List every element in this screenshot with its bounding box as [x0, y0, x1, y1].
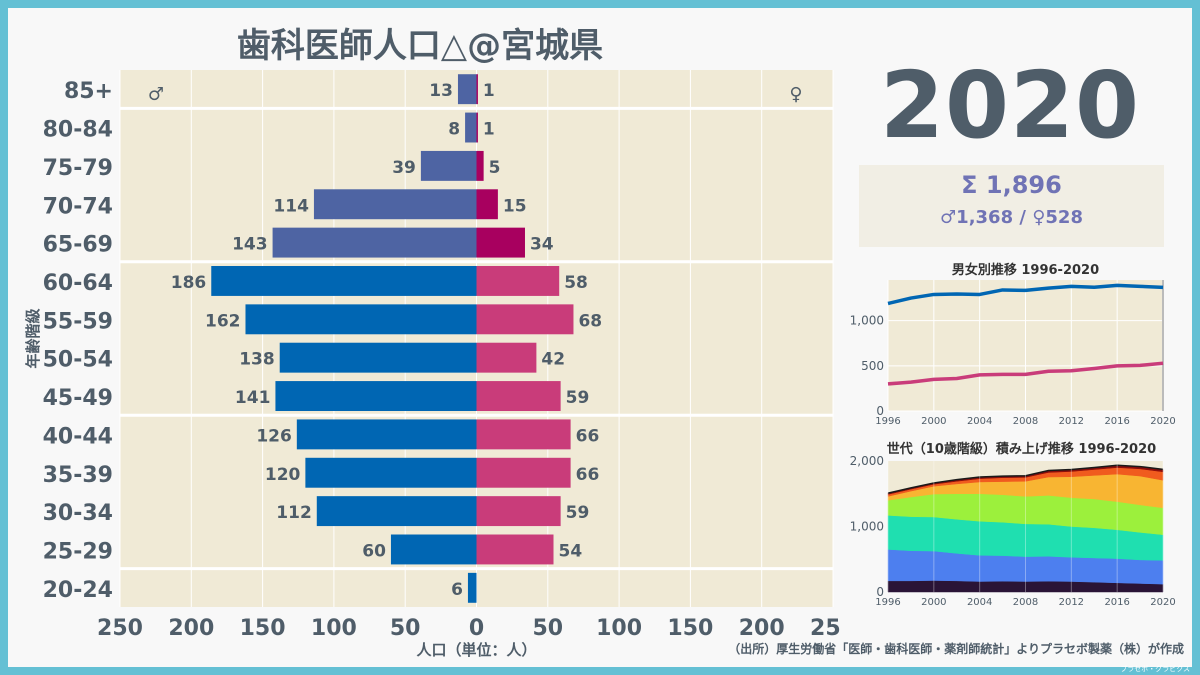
age-tick-label: 30-34	[43, 501, 113, 526]
male-bar	[296, 419, 477, 450]
male-bar	[275, 381, 477, 411]
male-value-label: 60	[362, 541, 386, 561]
age-tick-label: 35-39	[43, 463, 113, 488]
female-bar	[476, 457, 571, 488]
male-value-label: 162	[205, 311, 241, 331]
female-bar	[476, 74, 478, 105]
male-value-label: 13	[429, 81, 453, 101]
male-value-label: 120	[265, 465, 301, 485]
male-bar	[313, 189, 477, 220]
age-tick-label: 70-74	[43, 194, 113, 219]
male-value-label: 6	[451, 580, 463, 600]
female-value-label: 68	[578, 311, 602, 331]
male-value-label: 138	[239, 350, 275, 370]
x-tick-label: 100	[596, 616, 642, 641]
age-tick-label: 65-69	[43, 233, 113, 258]
male-bar	[467, 572, 477, 603]
male-bar	[279, 342, 477, 373]
female-symbol: ♀	[789, 84, 802, 105]
x-axis-label: 人口（単位：人）	[416, 641, 536, 659]
age-tick-label: 85+	[64, 79, 113, 104]
female-value-label: 66	[576, 426, 600, 446]
female-value-label: 59	[566, 388, 590, 408]
age-tick-label: 55-59	[43, 309, 113, 334]
age-tick-label: 40-44	[43, 424, 113, 449]
male-bar	[316, 496, 477, 527]
x-tick-label: 50	[390, 616, 421, 641]
x-tick-label: 250	[810, 616, 840, 641]
population-pyramid-chart: 85+ 13 1 80-84 8 1 75-79 39 5 70-74 114 15 65-69 143 3…	[24, 70, 840, 659]
female-bar	[476, 381, 561, 411]
male-value-label: 8	[448, 120, 460, 140]
male-value-label: 143	[232, 235, 268, 255]
male-bar	[305, 457, 477, 488]
female-bar	[476, 112, 478, 143]
female-bar	[476, 419, 571, 450]
age-tick-label: 20-24	[43, 578, 113, 603]
age-tick-label: 80-84	[43, 118, 113, 143]
female-value-label: 1	[483, 81, 495, 101]
x-tick-label: 0	[469, 616, 484, 641]
female-bar	[476, 266, 560, 296]
x-tick-label: 50	[532, 616, 563, 641]
male-value-label: 39	[392, 158, 416, 178]
total-count: Σ 1,896	[961, 171, 1062, 199]
female-value-label: 54	[559, 541, 583, 561]
female-bar	[476, 342, 537, 373]
female-bar	[476, 534, 554, 565]
y-axis-label: 年齢階級	[24, 308, 42, 368]
female-bar	[476, 227, 525, 258]
male-value-label: 126	[256, 426, 292, 446]
year-label: 2020	[879, 52, 1141, 159]
x-tick-label: 200	[168, 616, 214, 641]
x-tick-label: 200	[739, 616, 785, 641]
age-tick-label: 50-54	[43, 348, 113, 373]
female-value-label: 15	[503, 196, 527, 216]
male-bar	[420, 150, 477, 181]
male-value-label: 112	[276, 503, 312, 523]
female-value-label: 66	[576, 465, 600, 485]
age-tick-label: 45-49	[43, 386, 113, 411]
x-tick-label: 150	[667, 616, 713, 641]
x-tick-label: 150	[240, 616, 286, 641]
age-tick-label: 75-79	[43, 156, 113, 181]
male-bar	[390, 534, 477, 565]
female-value-label: 5	[489, 158, 501, 178]
age-tick-label: 25-29	[43, 539, 113, 564]
brand-credit: プラセボ・グラビクス	[1120, 665, 1190, 673]
male-symbol: ♂	[148, 84, 164, 105]
female-bar	[476, 189, 498, 220]
male-value-label: 141	[235, 388, 271, 408]
female-value-label: 34	[530, 235, 554, 255]
female-value-label: 58	[564, 273, 588, 293]
female-bar	[476, 150, 484, 181]
female-bar	[476, 304, 574, 335]
page-title: 歯科医師人口△@宮城県	[236, 26, 604, 66]
source-note: （出所）厚生労働省「医師・歯科医師・薬剤師統計」よりプラセボ製薬（株）が作成	[728, 642, 1184, 656]
female-value-label: 1	[483, 120, 495, 140]
total-summary-box: Σ 1,896 ♂1,368 / ♀528	[859, 165, 1164, 247]
x-tick-label: 100	[311, 616, 357, 641]
male-bar	[457, 74, 477, 105]
male-value-label: 186	[171, 273, 207, 293]
male-bar	[465, 112, 477, 143]
male-value-label: 114	[273, 196, 309, 216]
female-value-label: 59	[566, 503, 590, 523]
female-value-label: 42	[541, 350, 565, 370]
age-tick-label: 60-64	[43, 271, 113, 296]
male-bar	[245, 304, 477, 335]
female-bar	[476, 496, 561, 527]
male-bar	[272, 227, 477, 258]
male-bar	[211, 266, 477, 296]
x-tick-label: 250	[97, 616, 143, 641]
sex-breakdown: ♂1,368 / ♀528	[940, 207, 1083, 228]
